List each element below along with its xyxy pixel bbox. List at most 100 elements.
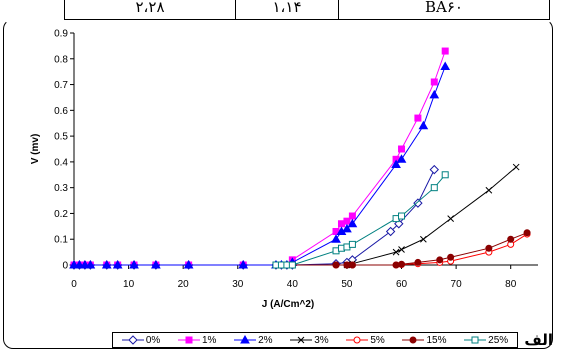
data-point-2pct-shape	[85, 259, 96, 269]
legend-label: 15%	[426, 334, 447, 346]
legend-swatch	[290, 336, 313, 344]
series-line-2pct	[74, 66, 446, 266]
data-point-3pct	[420, 235, 427, 243]
legend-marker	[185, 336, 193, 344]
data-point-2pct	[440, 61, 451, 71]
data-point-25pct-shape	[398, 212, 406, 220]
data-point-2pct	[85, 259, 96, 269]
data-point-2pct-shape	[391, 159, 401, 168]
data-point-2pct	[183, 259, 194, 269]
data-point-2pct	[151, 259, 161, 269]
legend-swatch	[346, 336, 369, 344]
legend-swatch	[464, 336, 487, 344]
data-point-3pct	[447, 215, 455, 222]
x-tick-label: 10	[123, 279, 135, 290]
data-point-2pct-shape	[238, 259, 249, 269]
legend-marker-shape	[471, 336, 479, 344]
x-tick-label: 0	[71, 279, 77, 290]
legend-marker	[471, 336, 479, 344]
y-tick-label: 0.6	[54, 106, 68, 117]
legend-marker	[128, 335, 138, 345]
data-point-1pct	[430, 78, 438, 86]
data-point-2pct-shape	[331, 234, 341, 243]
data-point-2pct-shape	[151, 259, 161, 269]
data-point-2pct-shape	[112, 259, 123, 269]
y-tick-label: 0	[62, 261, 68, 272]
figure-label: الف	[524, 331, 553, 349]
data-point-2pct	[238, 259, 249, 269]
data-point-25pct	[430, 184, 438, 192]
x-tick-label: 40	[287, 279, 299, 290]
y-axis-label: V (mv)	[30, 134, 41, 165]
data-point-15pct-shape	[332, 261, 340, 269]
legend-swatch	[121, 335, 144, 345]
legend-label: 0%	[145, 334, 161, 346]
x-tick-label: 70	[451, 279, 463, 290]
legend-swatch	[177, 336, 200, 344]
data-point-25pct	[348, 240, 356, 248]
data-point-15pct-shape	[436, 256, 444, 264]
data-point-1pct-shape	[414, 114, 422, 122]
table-cell: BA۶۰	[338, 0, 550, 20]
legend-item-15pct: 15%	[402, 335, 446, 346]
data-point-3pct-shape	[392, 248, 400, 256]
chart-frame	[3, 19, 553, 349]
data-point-15pct	[507, 235, 515, 243]
data-point-1pct-shape	[441, 47, 449, 55]
y-tick-label: 0.9	[54, 29, 68, 40]
legend-item-1pct: 1%	[177, 334, 217, 346]
y-tick-label: 0.7	[54, 80, 68, 91]
data-point-1pct	[441, 47, 449, 55]
legend-marker	[240, 335, 250, 344]
data-point-1pct-shape	[398, 145, 406, 153]
data-point-2pct	[429, 89, 440, 99]
data-point-15pct-shape	[447, 253, 455, 261]
y-tick-label: 0.4	[54, 157, 68, 168]
legend: 0% 1% 2% 3% 5% 15% 25%	[112, 332, 518, 348]
legend-marker	[297, 336, 305, 344]
data-point-1pct-shape	[348, 212, 356, 220]
legend-label: 5%	[370, 334, 385, 346]
series-line-0pct	[74, 169, 435, 266]
data-point-25pct	[441, 171, 449, 179]
data-point-25pct	[398, 212, 406, 220]
data-point-2pct-shape	[101, 259, 112, 269]
data-point-2pct-shape	[129, 259, 139, 269]
legend-marker-shape	[128, 335, 138, 345]
data-point-25pct-shape	[288, 261, 296, 269]
data-point-0pct	[429, 164, 439, 175]
data-point-3pct	[485, 186, 493, 194]
data-point-15pct	[436, 256, 444, 264]
y-tick-label: 0.5	[54, 132, 68, 143]
data-point-2pct	[101, 259, 112, 269]
data-point-2pct	[342, 223, 352, 233]
data-point-15pct-shape	[485, 244, 493, 252]
data-point-25pct-shape	[348, 240, 356, 248]
data-point-2pct	[112, 259, 123, 269]
legend-label: 1%	[201, 334, 217, 346]
legend-marker	[353, 336, 361, 344]
x-tick-label: 80	[505, 279, 517, 290]
data-point-15pct	[348, 261, 356, 269]
data-point-3pct-shape	[447, 215, 455, 222]
legend-item-0pct: 0%	[121, 334, 161, 346]
legend-marker-shape	[297, 336, 305, 344]
data-point-2pct-shape	[183, 259, 194, 269]
legend-label: 3%	[314, 334, 329, 346]
data-point-2pct-shape	[396, 154, 407, 163]
legend-label: 2%	[258, 334, 273, 346]
y-tick-label: 0.2	[54, 209, 68, 220]
legend-marker-shape	[353, 336, 361, 344]
data-point-2pct	[396, 154, 407, 163]
data-point-0pct-shape	[413, 198, 423, 208]
data-point-2pct-shape	[342, 223, 352, 233]
data-point-15pct-shape	[523, 229, 531, 237]
data-point-15pct	[414, 258, 422, 266]
x-tick-label: 30	[232, 279, 244, 290]
data-point-2pct	[129, 259, 139, 269]
legend-swatch	[234, 335, 257, 344]
data-point-15pct-shape	[414, 258, 422, 266]
legend-item-25pct: 25%	[464, 335, 508, 346]
legend-marker	[409, 336, 417, 344]
